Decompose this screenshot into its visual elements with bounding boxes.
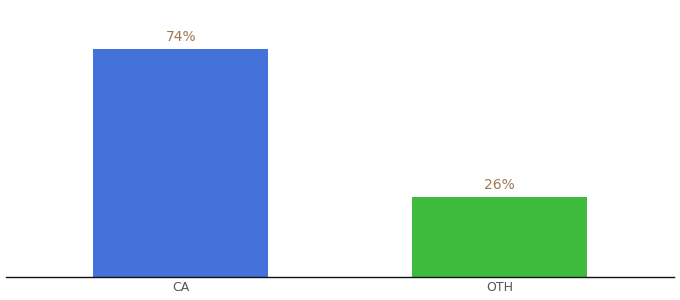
Bar [411,196,587,277]
Text: 74%: 74% [165,30,196,44]
Bar [93,49,269,277]
Text: 26%: 26% [484,178,515,192]
